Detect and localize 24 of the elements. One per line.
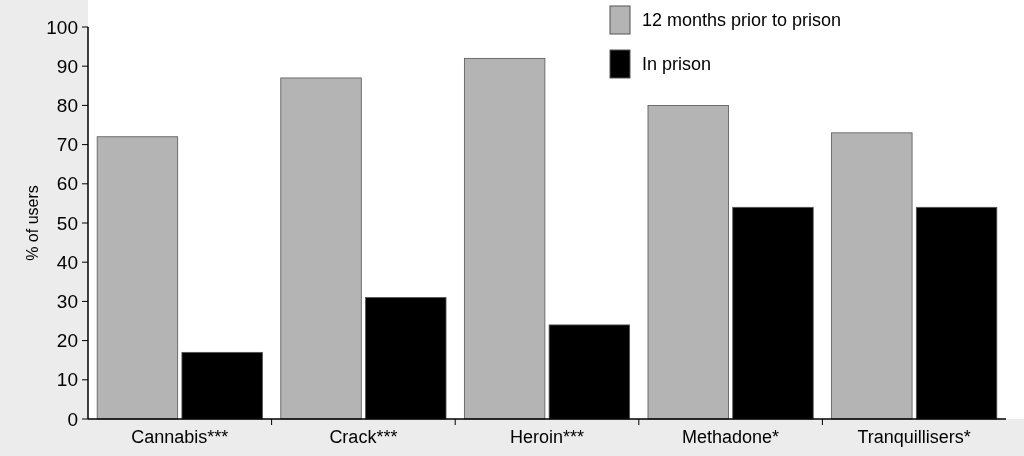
y-tick-label: 30: [56, 291, 78, 313]
bar: [831, 132, 913, 420]
y-tick-label: 40: [56, 251, 78, 273]
bar: [280, 77, 362, 420]
y-axis-title: % of users: [24, 185, 41, 261]
y-tick-label: 10: [56, 369, 78, 391]
y-tick-label: 0: [67, 408, 78, 430]
legend-label: 12 months prior to prison: [642, 10, 842, 31]
legend-label: In prison: [642, 54, 712, 75]
bar: [647, 105, 729, 420]
y-tick-label: 80: [56, 95, 78, 117]
bar: [463, 57, 546, 420]
x-tick-label: Crack***: [329, 427, 398, 447]
x-tick-label: Methadone*: [682, 427, 780, 447]
y-tick-label: 100: [46, 16, 78, 38]
x-tick-label: Cannabis***: [131, 427, 229, 447]
y-tick-label: 60: [56, 173, 78, 195]
x-tick-label: Tranquillisers*: [857, 427, 971, 447]
x-tick-label: Heroin***: [509, 427, 585, 447]
y-tick-label: 50: [56, 212, 78, 234]
bar: [96, 136, 179, 420]
y-tick-label: 90: [56, 55, 78, 77]
y-tick-label: 20: [56, 330, 78, 352]
y-tick-label: 70: [56, 134, 78, 156]
